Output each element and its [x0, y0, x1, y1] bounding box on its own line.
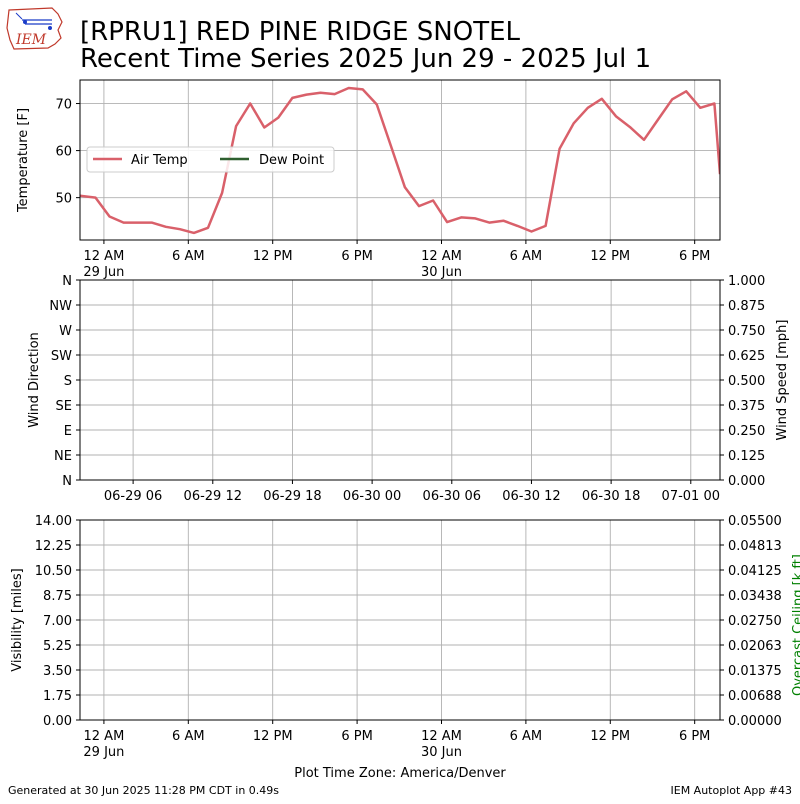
y-tick-label-left: 5.25 — [43, 639, 72, 654]
y-tick-label-left: SW — [51, 349, 72, 364]
iem-logo: IEM — [7, 8, 62, 49]
y-tick-label-right: 0.05500 — [728, 514, 782, 529]
x-tick-label: 12 PM — [590, 249, 630, 264]
y-axis-label-left: Visibility [miles] — [10, 568, 25, 671]
y-tick-label-right: 0.02063 — [728, 639, 782, 654]
x-tick-label: 6 PM — [679, 729, 710, 744]
generated-note: Generated at 30 Jun 2025 11:28 PM CDT in… — [8, 784, 279, 797]
y-tick-label-right: 0.125 — [728, 449, 765, 464]
y-axis-label-right: Overcast Ceiling [k ft] — [791, 554, 800, 696]
x-tick-label: 06-30 12 — [502, 489, 560, 504]
x-tick-label: 6 PM — [341, 729, 372, 744]
y-tick-label-left: W — [59, 324, 72, 339]
y-tick-label-left: 14.00 — [35, 514, 72, 529]
y-tick-label-left: 8.75 — [43, 589, 72, 604]
y-tick-label-left: NE — [54, 449, 72, 464]
x-tick-label: 6 PM — [341, 249, 372, 264]
x-tick-label: 12 AM — [421, 249, 462, 264]
x-tick-label: 12 AM — [84, 249, 125, 264]
timezone-label: Plot Time Zone: America/Denver — [294, 766, 506, 781]
y-tick-label-right: 1.000 — [728, 274, 765, 289]
x-tick-label: 06-29 18 — [263, 489, 321, 504]
y-tick-label: 70 — [55, 98, 72, 113]
x-tick-label: 06-30 06 — [423, 489, 481, 504]
x-tick-label: 6 AM — [172, 729, 205, 744]
y-tick-label-left: SE — [56, 399, 72, 414]
y-tick-label-right: 0.00000 — [728, 714, 782, 729]
y-tick-label-left: N — [62, 474, 72, 489]
y-tick-label-left: E — [64, 424, 72, 439]
x-tick-label: 12 PM — [253, 249, 293, 264]
x-tick-label: 12 PM — [590, 729, 630, 744]
y-tick-label-left: 12.25 — [35, 539, 72, 554]
legend-dew-point-label: Dew Point — [259, 153, 324, 168]
x-tick-label: 6 AM — [172, 249, 205, 264]
y-tick-label-right: 0.875 — [728, 299, 765, 314]
legend: Air Temp Dew Point — [87, 147, 334, 172]
y-tick-label-left: NW — [49, 299, 72, 314]
y-tick-label-right: 0.250 — [728, 424, 765, 439]
y-tick-label-left: 0.00 — [43, 714, 72, 729]
y-tick-label-right: 0.000 — [728, 474, 765, 489]
legend-air-temp-label: Air Temp — [131, 153, 188, 168]
x-tick-sublabel: 29 Jun — [83, 745, 124, 760]
x-tick-sublabel: 30 Jun — [421, 745, 462, 760]
x-tick-sublabel: 30 Jun — [421, 265, 462, 280]
x-tick-label: 06-30 00 — [343, 489, 401, 504]
wind-panel: 06-29 06 06-29 12 06-29 18 06-30 00 06-30 06… — [27, 274, 790, 504]
x-tick-sublabel: 29 Jun — [83, 265, 124, 280]
y-tick-label-left: 10.50 — [35, 564, 72, 579]
y-tick-label: 50 — [55, 192, 72, 207]
y-tick-label-right: 0.01375 — [728, 664, 782, 679]
y-axis-label-left: Wind Direction — [27, 332, 42, 428]
y-tick-label-left: S — [64, 374, 72, 389]
x-tick-label: 6 AM — [510, 729, 543, 744]
x-tick-label: 06-29 06 — [104, 489, 162, 504]
y-tick-label-right: 0.02750 — [728, 614, 782, 629]
app-note: IEM Autoplot App #43 — [671, 784, 793, 797]
x-tick-label: 06-30 18 — [582, 489, 640, 504]
y-tick-label-left: 1.75 — [43, 689, 72, 704]
x-tick-label: 6 PM — [679, 249, 710, 264]
y-tick-label-right: 0.625 — [728, 349, 765, 364]
chart-title: [RPRU1] RED PINE RIDGE SNOTEL — [80, 17, 521, 47]
x-tick-label: 6 AM — [510, 249, 543, 264]
chart-subtitle: Recent Time Series 2025 Jun 29 - 2025 Ju… — [80, 44, 651, 74]
y-tick-label-right: 0.04125 — [728, 564, 782, 579]
y-axis-label: Temperature [F] — [16, 108, 31, 213]
y-tick-label-left: 3.50 — [43, 664, 72, 679]
y-axis-label-right: Wind Speed [mph] — [775, 320, 790, 441]
x-tick-label: 12 PM — [253, 729, 293, 744]
x-tick-label: 07-01 00 — [662, 489, 720, 504]
y-tick-label-left: 7.00 — [43, 614, 72, 629]
y-tick-label-right: 0.375 — [728, 399, 765, 414]
y-tick-label-right: 0.03438 — [728, 589, 782, 604]
x-tick-label: 06-29 12 — [184, 489, 242, 504]
y-tick-label-right: 0.04813 — [728, 539, 782, 554]
y-tick-label-right: 0.750 — [728, 324, 765, 339]
y-tick-label: 60 — [55, 145, 72, 160]
y-tick-label-left: N — [62, 274, 72, 289]
x-tick-label: 12 AM — [84, 729, 125, 744]
logo-text: IEM — [15, 32, 47, 48]
x-tick-label: 12 AM — [421, 729, 462, 744]
y-tick-label-right: 0.00688 — [728, 689, 782, 704]
y-tick-label-right: 0.500 — [728, 374, 765, 389]
